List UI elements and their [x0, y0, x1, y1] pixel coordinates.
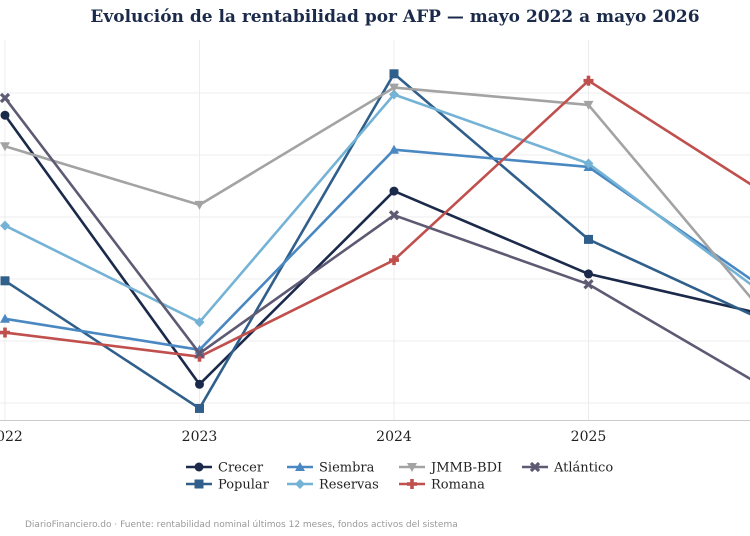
x-tick-label: 2023 — [182, 429, 218, 445]
legend-label: JMMB-BDI — [429, 461, 502, 476]
series-layer — [0, 69, 750, 413]
legend-item: Reservas — [287, 478, 379, 493]
series-line — [4, 86, 750, 299]
data-point — [0, 110, 10, 120]
legend-label: Crecer — [218, 461, 264, 476]
legend-label: Atlántico — [553, 461, 613, 476]
x-tick-label: 2022 — [0, 429, 23, 445]
data-point — [584, 269, 593, 279]
series-line — [3, 114, 750, 386]
grid-lines — [0, 40, 750, 421]
legend-item: Siembra — [287, 461, 375, 476]
series-romana — [0, 75, 750, 362]
data-point — [195, 379, 204, 389]
legend-label: Romana — [431, 478, 485, 493]
series-atlántico — [0, 92, 750, 381]
legend-item: Crecer — [186, 461, 264, 476]
data-point — [389, 144, 399, 154]
legend-item: JMMB-BDI — [399, 461, 502, 476]
data-point — [584, 234, 593, 244]
data-point — [389, 186, 399, 196]
series-line — [4, 72, 750, 410]
data-point — [0, 313, 10, 323]
series-line — [4, 79, 750, 358]
data-point — [407, 479, 417, 489]
data-point — [194, 317, 205, 328]
data-point — [389, 69, 399, 79]
series-jmmb-bdi — [0, 83, 750, 299]
data-point — [0, 220, 10, 231]
data-point — [407, 463, 417, 472]
data-point — [529, 461, 541, 473]
data-point — [389, 83, 399, 93]
data-point — [583, 158, 594, 169]
data-point — [295, 479, 305, 489]
legend: Crecer Popular Siembra Reservas JMMB-BDI Roma… — [186, 461, 613, 493]
data-point — [0, 142, 10, 152]
x-tick-label: 2025 — [571, 429, 607, 445]
data-point — [388, 210, 400, 221]
data-point — [194, 348, 205, 359]
series-siembra — [0, 144, 750, 354]
data-point — [0, 92, 11, 104]
data-point — [583, 100, 594, 110]
data-point — [583, 279, 594, 290]
data-point — [194, 462, 204, 472]
chart-title: Evolución de la rentabilidad por AFP — m… — [90, 7, 699, 27]
data-point — [389, 89, 399, 100]
legend-item: Popular — [186, 478, 270, 493]
x-tick-label: 2024 — [376, 429, 412, 445]
legend-label: Popular — [218, 478, 270, 493]
data-point — [583, 75, 594, 86]
data-point — [0, 327, 10, 338]
series-reservas — [0, 89, 750, 328]
legend-item: Atlántico — [522, 461, 613, 476]
data-point — [194, 200, 205, 210]
data-point — [194, 479, 204, 489]
data-point — [195, 403, 204, 413]
legend-label: Siembra — [319, 461, 375, 476]
series-popular — [0, 69, 750, 413]
series-crecer — [0, 110, 750, 389]
legend-item: Romana — [399, 478, 485, 493]
legend-label: Reservas — [319, 478, 379, 493]
data-point — [0, 276, 10, 286]
data-point — [389, 255, 399, 266]
source-note: DiarioFinanciero.do · Fuente: rentabilid… — [25, 520, 458, 530]
data-point — [194, 351, 205, 362]
data-point — [295, 462, 305, 471]
x-axis: 2022 2023 2024 2025 — [0, 429, 606, 445]
